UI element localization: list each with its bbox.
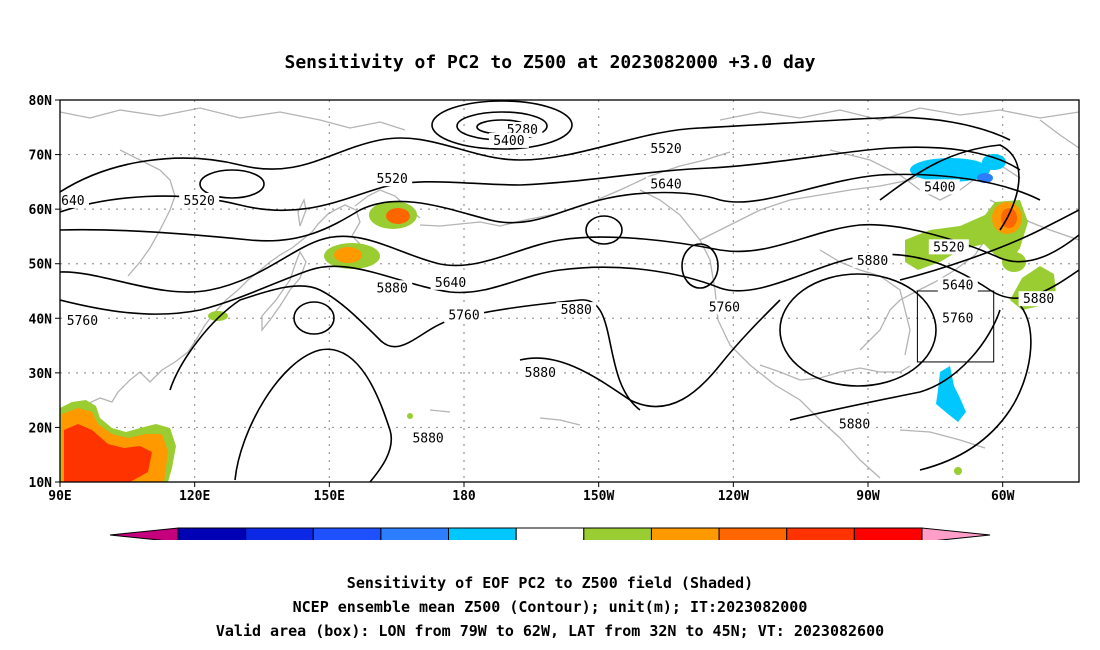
contour-label-bg xyxy=(646,176,687,192)
shade-patch-kamchatka-orange xyxy=(386,208,410,224)
contour-label-bg xyxy=(928,239,969,255)
contour-label: 5880 xyxy=(561,303,592,318)
colorbar-swatch xyxy=(515,527,585,540)
colorbar-swatch xyxy=(448,527,517,540)
z500-contours xyxy=(60,100,1079,482)
lon-tick-label: 120W xyxy=(718,489,749,504)
contour-label-bg xyxy=(444,307,485,323)
contour-label: 5400 xyxy=(924,180,955,195)
lat-tick-label: 20N xyxy=(29,421,53,436)
lon-tick-label: 180 xyxy=(452,489,476,504)
contour-label: 5640 xyxy=(942,279,973,294)
sensitivity-map: Sensitivity of PC2 to Z500 at 2023082000… xyxy=(29,52,1080,540)
map-title: Sensitivity of PC2 to Z500 at 2023082000… xyxy=(284,52,815,73)
contour-label-bg xyxy=(62,313,103,329)
contour-label: 5640 xyxy=(650,178,681,193)
contour-label: 5520 xyxy=(184,194,215,209)
contour-label: 5880 xyxy=(377,281,408,296)
contour-label: 5760 xyxy=(709,300,740,315)
latitude-tick-labels: 80N 70N 60N 50N 40N 30N 20N 10N xyxy=(29,94,60,491)
caption-shading: Sensitivity of EOF PC2 to Z500 field (Sh… xyxy=(346,574,754,592)
contour-labels: 5280540055205520552056405640564054005520… xyxy=(53,122,1059,446)
shade-patch-southchina-red xyxy=(64,424,152,482)
contour-label: 5520 xyxy=(933,240,964,255)
contour-label-bg xyxy=(408,430,449,446)
lat-tick-label: 50N xyxy=(29,258,53,273)
contour-label: 5520 xyxy=(377,172,408,187)
contour-label: 5640 xyxy=(435,276,466,291)
caption-valid-area: Valid area (box): LON from 79W to 62W, L… xyxy=(215,622,885,640)
contour-label: 5880 xyxy=(1023,292,1054,307)
lon-tick-label: 90E xyxy=(48,489,71,504)
contour-label: 5880 xyxy=(857,254,888,269)
colorbar-swatch xyxy=(786,527,855,540)
contour-label: 5400 xyxy=(493,134,524,149)
contour-label-bg xyxy=(937,277,978,293)
contour-label: 5880 xyxy=(412,431,443,446)
map-border xyxy=(59,99,1080,483)
contour-label: 5760 xyxy=(67,314,98,329)
colorbar-right-arrow xyxy=(921,527,991,540)
contour-label-bg xyxy=(430,274,471,290)
contour-label: 5760 xyxy=(448,309,479,324)
contour-label-bg xyxy=(372,171,413,187)
contour-label: 5640 xyxy=(53,194,84,209)
lat-tick-label: 60N xyxy=(29,203,53,218)
lon-tick-label: 150E xyxy=(314,489,345,504)
colorbar-swatch xyxy=(380,527,450,540)
contour-label-bg xyxy=(488,132,529,148)
colorbar-swatch xyxy=(245,527,314,540)
longitude-tick-labels: 90E 120E 150E 180 150W 120W 90W 60W xyxy=(48,482,1015,504)
map-frame xyxy=(60,100,1079,482)
lon-tick-label: 90W xyxy=(856,489,880,504)
lat-tick-label: 80N xyxy=(29,94,53,109)
contour-label-bg xyxy=(179,192,220,208)
contour-label-bg xyxy=(1018,291,1059,307)
contour-label-bg xyxy=(372,280,413,296)
colorbar-left-arrow xyxy=(109,527,179,540)
colorbar: -0.9-0.8-0.7-0.6-0.5-0.420.420.50.60.70.… xyxy=(109,527,991,540)
lat-tick-label: 40N xyxy=(29,312,53,327)
shade-patch-hudson-blue2 xyxy=(982,154,1006,170)
lon-tick-label: 150W xyxy=(583,489,614,504)
shade-patch-caribbean-green xyxy=(954,467,962,475)
shade-patch-pacific-green xyxy=(407,413,413,419)
lat-tick-label: 30N xyxy=(29,367,53,382)
contour-label-bg xyxy=(704,299,745,315)
lat-tick-label: 70N xyxy=(29,149,53,164)
contour-label: 5880 xyxy=(839,418,870,433)
shade-patch-hudson-blue xyxy=(910,158,990,182)
colorbar-swatch xyxy=(718,527,788,540)
colorbar-swatch xyxy=(583,527,652,540)
lat-tick-label: 10N xyxy=(29,476,53,491)
contour-label-bg xyxy=(834,416,875,432)
shade-patch-caribbean-blue xyxy=(936,366,966,422)
contour-label-bg xyxy=(556,302,597,318)
contour-label-bg xyxy=(919,179,960,195)
contour-label-bg xyxy=(60,192,89,208)
contour-label-bg xyxy=(852,252,893,268)
lon-tick-label: 120E xyxy=(179,489,210,504)
contour-label-bg xyxy=(520,364,561,380)
shade-patch-kuril-orange xyxy=(334,247,362,263)
lon-tick-label: 60W xyxy=(991,489,1015,504)
colorbar-swatch xyxy=(312,527,382,540)
colorbar-swatch xyxy=(650,527,720,540)
colorbar-swatch xyxy=(177,527,247,540)
colorbar-swatch xyxy=(853,527,923,540)
contour-label-bg xyxy=(646,141,687,157)
contour-label-bg xyxy=(937,310,978,326)
contour-label: 5760 xyxy=(942,311,973,326)
caption-contour: NCEP ensemble mean Z500 (Contour); unit(… xyxy=(292,598,808,616)
contour-label: 5520 xyxy=(650,142,681,157)
contour-label: 5880 xyxy=(525,366,556,381)
